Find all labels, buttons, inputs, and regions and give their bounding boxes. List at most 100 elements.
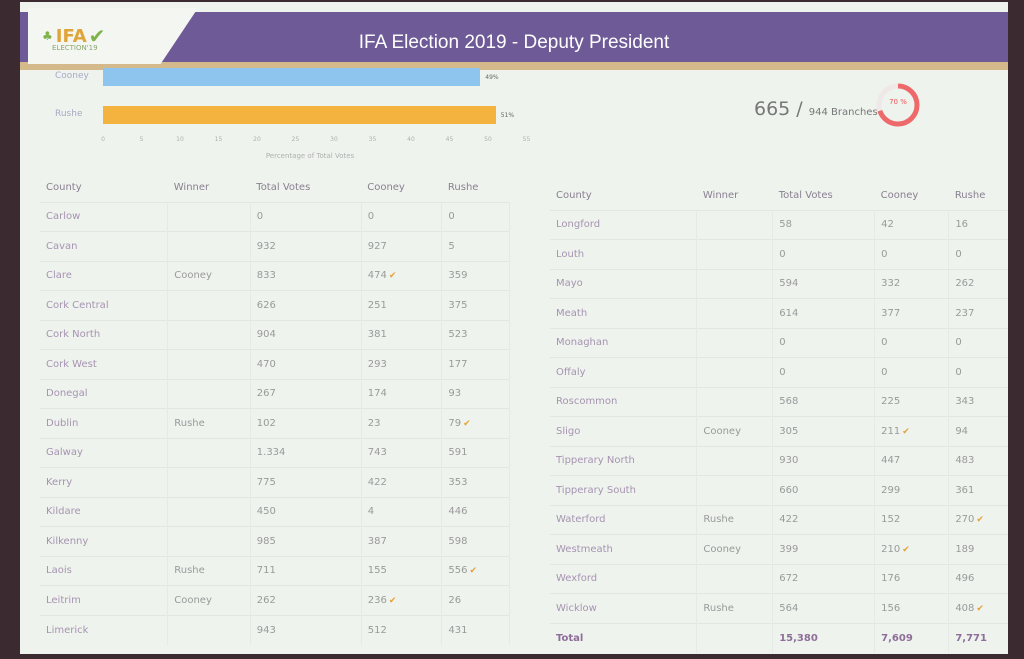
- cell-text: Mayo: [556, 278, 583, 290]
- county-cell: Monaghan: [550, 327, 698, 358]
- winner-check-icon: ✔: [976, 603, 984, 614]
- cell-text: 23: [367, 417, 381, 429]
- column-header[interactable]: Cooney: [367, 182, 405, 194]
- cell-text: Westmeath: [556, 543, 613, 555]
- table-row: Carlow 0 0 0: [40, 201, 510, 232]
- total-votes-cell: 0: [772, 327, 876, 358]
- column-header[interactable]: Cooney: [880, 190, 919, 202]
- cell-text: 930: [779, 455, 799, 467]
- cell-text: 594: [779, 278, 799, 290]
- x-tick-label: 50: [484, 136, 492, 143]
- table-row: Galway 1.334 743 591: [40, 437, 510, 468]
- column-header[interactable]: Rushe: [954, 190, 986, 202]
- cell-text: 408: [955, 602, 975, 614]
- total-votes-cell: 943: [250, 614, 362, 645]
- cell-text: 15,380: [779, 632, 818, 644]
- rushe-cell: 26: [441, 585, 510, 615]
- winner-cell: [167, 231, 251, 261]
- cell-text: 361: [955, 484, 975, 496]
- table-row: Limerick 943 512 431: [40, 614, 510, 645]
- cell-text: Sligo: [556, 425, 581, 437]
- column-header[interactable]: Winner: [702, 190, 739, 202]
- cell-text: 568: [779, 396, 799, 408]
- rushe-cell: 343: [948, 386, 1008, 417]
- county-cell: Kerry: [40, 467, 169, 497]
- winner-cell: [696, 622, 774, 653]
- cell-text: Rushe: [703, 602, 734, 614]
- cell-text: 174: [367, 388, 387, 400]
- column-header[interactable]: Total Votes: [778, 190, 833, 202]
- county-cell: Roscommon: [550, 386, 698, 417]
- cell-text: 422: [779, 514, 799, 526]
- cooney-cell: 381: [361, 319, 443, 350]
- x-tick-label: 40: [407, 136, 415, 143]
- table-row: Waterford Rushe 422 152 270 ✔: [550, 504, 1008, 535]
- cell-text: 375: [448, 299, 468, 311]
- cell-text: Wexford: [556, 573, 598, 585]
- bar-rushe: [103, 106, 496, 124]
- rushe-cell: 496: [948, 563, 1008, 594]
- winner-cell: Cooney: [167, 260, 251, 291]
- cell-text: Cooney: [174, 594, 212, 606]
- county-cell: Waterford: [550, 504, 698, 535]
- cooney-cell: 0: [874, 239, 950, 269]
- cell-text: Cork Central: [46, 299, 109, 311]
- rushe-cell: 523: [441, 319, 510, 350]
- cell-text: 0: [256, 211, 264, 223]
- county-cell: Westmeath: [550, 534, 698, 564]
- county-cell: Cork West: [40, 349, 169, 379]
- table-row: Louth 0 0 0: [550, 239, 1008, 269]
- cell-text: 474: [367, 270, 387, 282]
- cell-text: 0: [881, 248, 888, 260]
- total-votes-cell: 672: [772, 563, 876, 594]
- winner-cell: [167, 526, 251, 556]
- table-row: Clare Cooney 833 474 ✔ 359: [40, 260, 510, 291]
- cell-text: 7,771: [955, 632, 987, 644]
- header-stripe: [20, 62, 1008, 70]
- table-row: Cavan 932 927 5: [40, 231, 510, 261]
- total-votes-cell: 267: [250, 378, 362, 409]
- column-header[interactable]: Winner: [173, 182, 210, 194]
- cooney-cell: 512: [361, 614, 443, 645]
- winner-check-icon: ✔: [388, 271, 397, 282]
- table-row: Longford 58 42 16: [550, 209, 1008, 240]
- table-row: Mayo 594 332 262: [550, 268, 1008, 299]
- rushe-cell: 375: [441, 290, 510, 320]
- data-label-rushe: 51%: [500, 112, 515, 119]
- winner-check-icon: ✔: [463, 418, 471, 429]
- cell-text: Tipperary North: [556, 455, 635, 467]
- cell-text: Waterford: [556, 514, 606, 526]
- column-header[interactable]: Rushe: [447, 182, 479, 194]
- table-row: Roscommon 568 225 343: [550, 386, 1008, 417]
- cell-text: Limerick: [46, 624, 89, 636]
- x-tick-label: 10: [176, 136, 184, 143]
- x-axis-title: Percentage of Total Votes: [265, 152, 355, 160]
- cell-text: 743: [367, 447, 387, 459]
- cell-text: Laois: [46, 565, 72, 577]
- cell-text: 155: [367, 565, 387, 577]
- total-votes-cell: 626: [250, 290, 362, 320]
- county-cell: Limerick: [40, 614, 169, 645]
- x-tick-label: 0: [101, 136, 105, 143]
- winner-cell: [167, 496, 251, 527]
- shamrock-icon: ♣: [42, 29, 53, 43]
- bar-label-rushe: Rushe: [55, 109, 83, 119]
- cell-text: 399: [779, 543, 799, 555]
- x-tick-label: 55: [522, 136, 531, 143]
- cell-text: 156: [881, 602, 901, 614]
- column-header[interactable]: County: [46, 182, 82, 194]
- total-votes-cell: 904: [250, 319, 362, 350]
- x-tick-label: 45: [445, 136, 454, 143]
- cell-text: 985: [256, 535, 276, 547]
- cell-text: Tipperary South: [556, 484, 636, 496]
- cell-text: 470: [256, 358, 276, 370]
- rushe-cell: 408 ✔: [948, 593, 1008, 623]
- total-votes-cell: 102: [250, 408, 362, 438]
- x-tick-label: 15: [214, 136, 223, 143]
- cell-text: 598: [448, 535, 468, 547]
- cell-text: 225: [881, 396, 901, 408]
- column-header[interactable]: County: [556, 190, 592, 202]
- column-header[interactable]: Total Votes: [256, 182, 311, 194]
- cell-text: 0: [955, 248, 962, 260]
- cooney-cell: 210 ✔: [874, 534, 950, 564]
